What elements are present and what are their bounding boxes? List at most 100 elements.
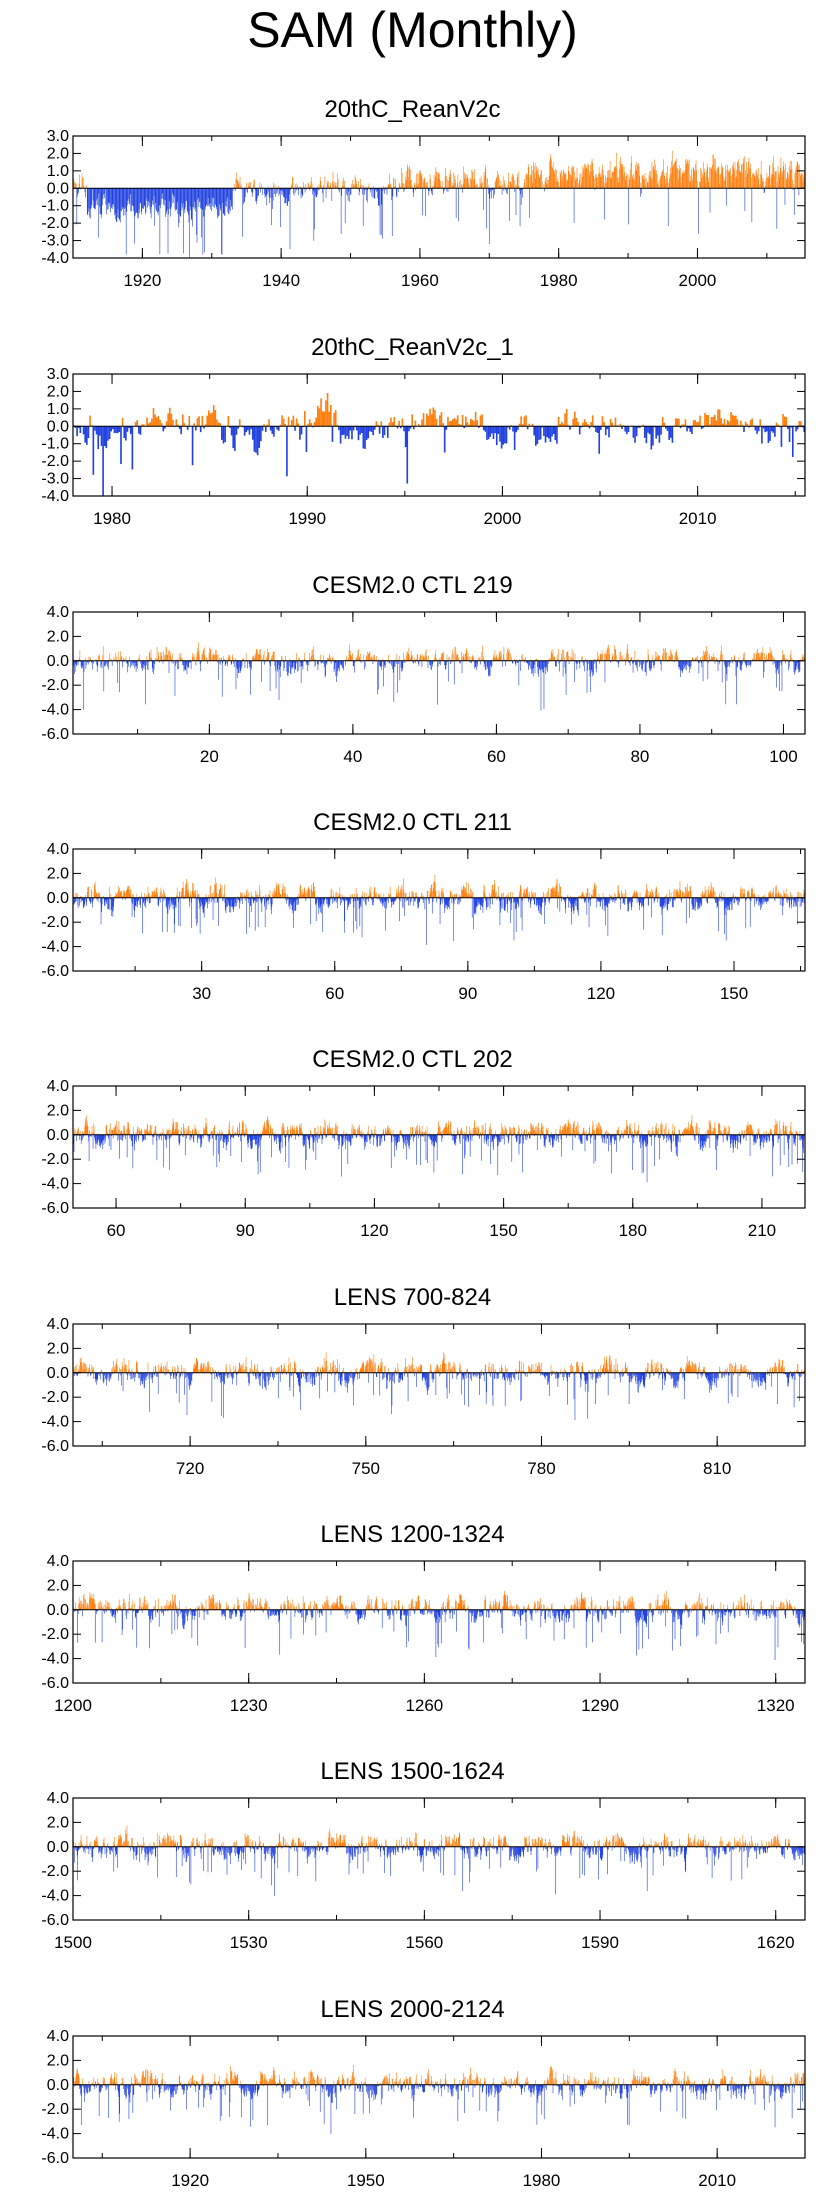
sam-bar	[457, 183, 458, 188]
sam-bar	[689, 898, 690, 918]
sam-bar	[798, 661, 799, 669]
sam-bar	[84, 661, 85, 672]
sam-bar	[543, 426, 545, 436]
sam-bar	[538, 426, 540, 440]
sam-bar	[651, 661, 652, 670]
sam-bar	[455, 420, 457, 427]
sam-bar	[765, 898, 766, 902]
sam-bar	[570, 174, 571, 188]
sam-bar	[544, 898, 545, 924]
sam-bar	[407, 651, 408, 660]
sam-bar	[608, 646, 609, 661]
sam-bar	[197, 418, 199, 426]
sam-bar	[78, 188, 79, 192]
sam-bar	[592, 415, 594, 426]
sam-bar	[252, 656, 253, 660]
sam-bar	[610, 161, 611, 188]
sam-bar	[346, 656, 347, 661]
sam-bar	[685, 419, 687, 426]
sam-bar	[83, 661, 84, 710]
sam-bar	[707, 167, 708, 188]
sam-bar	[743, 163, 744, 189]
sam-bar	[779, 174, 780, 188]
sam-bar	[121, 656, 122, 661]
sam-bar	[434, 175, 435, 189]
sam-bar	[137, 661, 138, 669]
sam-bar	[761, 653, 762, 661]
sam-bar	[400, 185, 401, 189]
sam-bar	[598, 426, 600, 453]
sam-bar	[666, 653, 667, 661]
sam-bar	[354, 894, 355, 898]
sam-bar	[93, 188, 94, 200]
sam-bar	[478, 657, 479, 661]
sam-bar	[250, 898, 251, 906]
sam-bar	[159, 188, 160, 205]
sam-bar	[225, 661, 226, 666]
sam-bar	[441, 657, 442, 661]
sam-bar	[798, 164, 799, 188]
sam-bar	[344, 181, 345, 188]
sam-bar	[582, 423, 584, 427]
sam-bar	[707, 163, 708, 188]
sam-bar	[690, 426, 692, 432]
sam-bar	[484, 661, 485, 667]
sam-bar	[341, 894, 342, 898]
sam-bar	[482, 646, 483, 661]
sam-bar	[98, 661, 99, 667]
sam-bar	[215, 410, 217, 426]
sam-bar	[211, 413, 213, 427]
sam-bar	[355, 175, 356, 188]
sam-bar	[451, 892, 452, 898]
sam-bar	[731, 657, 732, 661]
sam-bar	[240, 177, 241, 189]
sam-bar	[420, 656, 421, 661]
sam-bar	[222, 661, 223, 697]
sam-bar	[508, 185, 509, 188]
sam-bar	[212, 188, 213, 197]
sam-bar	[654, 160, 655, 189]
sam-bar	[777, 188, 778, 228]
sam-bar	[727, 661, 728, 681]
sam-bar	[764, 426, 766, 432]
bars	[73, 393, 805, 495]
sam-bar	[308, 183, 309, 189]
sam-bar	[684, 170, 685, 188]
sam-bar	[645, 661, 646, 672]
sam-bar	[520, 661, 521, 671]
sam-bar	[179, 188, 180, 214]
sam-bar	[458, 657, 459, 660]
sam-bar	[585, 167, 586, 188]
sam-bar	[592, 661, 593, 673]
sam-bar	[131, 188, 132, 211]
sam-bar	[167, 188, 168, 211]
sam-bar	[801, 175, 802, 189]
sam-bar	[659, 426, 661, 443]
sam-bar	[629, 180, 630, 189]
sam-bar	[112, 661, 113, 666]
sam-bar	[803, 654, 804, 661]
sam-bar	[551, 653, 552, 661]
sam-bar	[411, 180, 412, 189]
sam-bar	[652, 426, 654, 445]
sam-bar	[379, 188, 380, 205]
sam-bar	[280, 894, 281, 898]
sam-bar	[191, 891, 192, 898]
sam-bar	[76, 184, 77, 189]
sam-bar	[762, 182, 763, 189]
sam-bar	[382, 661, 383, 666]
sam-bar	[711, 656, 712, 661]
sam-bar	[89, 416, 91, 427]
sam-bar	[289, 188, 290, 194]
sam-bar	[588, 898, 589, 903]
sam-bar	[462, 188, 463, 192]
sam-bar	[782, 175, 783, 188]
sam-bar	[565, 661, 566, 674]
sam-bar	[222, 188, 223, 254]
sam-bar	[373, 188, 374, 198]
sam-bar	[99, 654, 100, 661]
sam-bar	[737, 162, 738, 188]
sam-bar	[226, 898, 227, 907]
sam-bar	[149, 652, 150, 661]
sam-bar	[682, 661, 683, 672]
